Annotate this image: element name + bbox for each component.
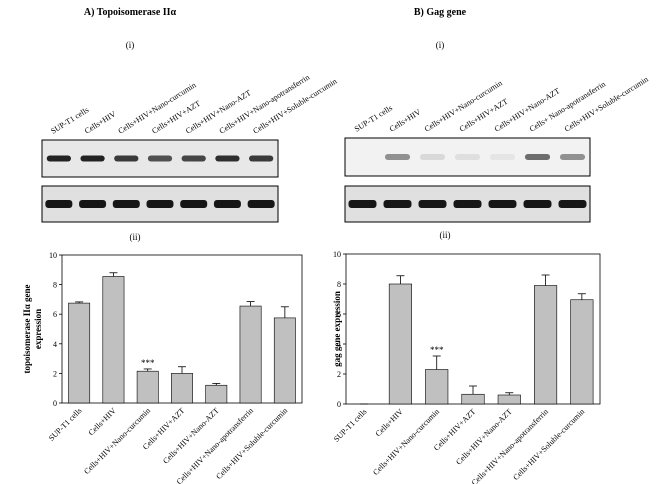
lane-label: SUP-T1 cells: [353, 103, 394, 133]
gel-band: [559, 154, 586, 160]
gel-band: [112, 200, 140, 208]
bar: [171, 373, 193, 404]
error-bar: [143, 368, 152, 372]
gel-band: [524, 154, 551, 160]
x-tick-label: Cells+HIV+Soluble-curcumin: [214, 406, 289, 481]
error-bar: [212, 383, 221, 386]
bar: [497, 394, 521, 405]
bar: [461, 393, 485, 405]
y-tick-label: 6: [337, 310, 341, 319]
y-tick-label: 2: [53, 369, 57, 378]
panel-title: A) Topoisomerase IIα: [84, 7, 177, 18]
y-axis-label: gag gene expression: [332, 291, 342, 367]
gel-band: [348, 200, 377, 208]
annotation: ***: [430, 345, 444, 355]
error-bar: [469, 385, 477, 395]
bar: [68, 302, 91, 404]
bar: [239, 305, 262, 404]
y-tick-label: 10: [333, 250, 341, 259]
gel-band: [213, 200, 241, 208]
bar: [425, 369, 449, 405]
gel-band: [454, 154, 481, 160]
bar: [570, 299, 594, 405]
gel-band: [180, 200, 208, 208]
gel-band: [114, 155, 139, 162]
error-bar: [246, 301, 255, 307]
error-bar: [432, 355, 441, 370]
gel-band: [45, 200, 73, 208]
x-tick-label: Cells+HIV: [87, 406, 118, 437]
x-tick-label: Cells+HIV+Nano-curcumin: [371, 407, 441, 477]
gel-band: [215, 155, 240, 162]
gel-band: [384, 154, 411, 160]
error-bar: [396, 275, 405, 284]
bar: [388, 283, 412, 405]
gel-band: [488, 200, 517, 208]
error-bar: [109, 272, 118, 277]
error-bar: [178, 366, 186, 374]
gel-band: [79, 200, 107, 208]
y-tick-label: 2: [337, 370, 341, 379]
x-tick-label: SUP-T1 cells: [47, 406, 84, 443]
panel-title: B) Gag gene: [414, 7, 467, 18]
gel-band: [418, 200, 447, 208]
y-tick-label: 0: [337, 400, 341, 409]
error-bar: [577, 293, 586, 300]
annotation: ***: [141, 358, 155, 368]
bar: [273, 317, 296, 404]
error-bar: [505, 392, 514, 395]
gel-band: [558, 200, 587, 208]
x-tick-label: SUP-T1 cells: [332, 407, 369, 444]
gel-band: [80, 155, 105, 162]
x-tick-label: Cells+HIV+Nano-apotransferrin: [470, 407, 550, 484]
error-bar: [541, 274, 550, 286]
error-bar: [280, 306, 289, 318]
bar: [534, 285, 558, 405]
gel-band: [453, 200, 482, 208]
y-tick-label: 8: [53, 281, 57, 290]
y-axis-label: expression: [33, 309, 43, 349]
y-tick-label: 4: [53, 340, 57, 349]
gel-band: [523, 200, 552, 208]
y-tick-label: 6: [53, 310, 57, 319]
gel-band: [247, 200, 275, 208]
x-tick-label: Cells+HIV+Nano-curcumin: [82, 406, 152, 476]
bar: [102, 276, 125, 404]
y-tick-label: 4: [337, 340, 341, 349]
y-tick-label: 8: [337, 280, 341, 289]
gel-band: [147, 155, 173, 162]
gel-band: [181, 155, 206, 162]
y-axis-label: topoisomerase IIα gene: [22, 284, 32, 373]
blot-label: (i): [436, 40, 445, 50]
y-tick-label: 0: [53, 399, 57, 408]
gel-band: [383, 200, 412, 208]
plot-frame: [345, 253, 601, 405]
error-bar: [75, 301, 84, 304]
bar: [136, 370, 159, 404]
gel-band: [419, 154, 446, 160]
gel-band: [46, 155, 71, 162]
x-tick-label: Cells+HIV+Soluble-curcumin: [511, 407, 586, 482]
gel-band: [146, 200, 174, 208]
chart-label: (ii): [440, 230, 451, 240]
x-tick-label: Cells+HIV: [374, 407, 405, 438]
bar: [205, 384, 228, 404]
y-tick-label: 10: [49, 251, 57, 260]
blot-label: (i): [126, 40, 135, 50]
gel-band: [489, 154, 516, 160]
chart-label: (ii): [130, 232, 141, 242]
gel-band: [249, 155, 274, 162]
